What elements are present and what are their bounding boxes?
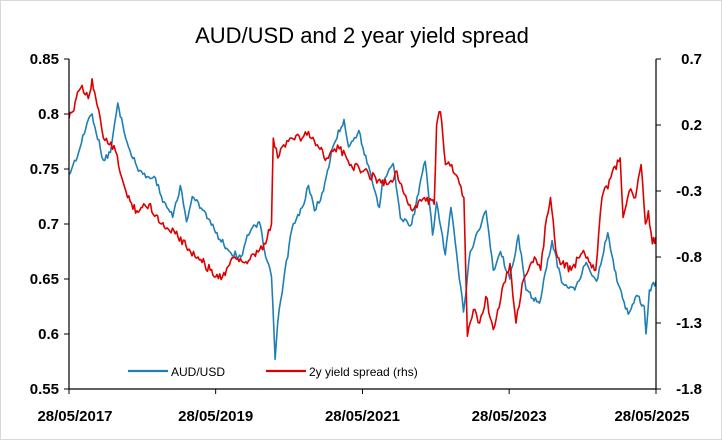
left-tick-label: 0.7 — [38, 216, 59, 233]
left-tick-label: 0.6 — [38, 326, 59, 343]
left-tick-label: 0.85 — [30, 51, 59, 68]
axes-layer: 0.85 0.8 0.75 0.7 0.65 0.6 0.55 0.7 0.2 -0.3 -0.8 -… — [30, 51, 702, 425]
legend: AUD/USD 2y yield spread (rhs) — [128, 365, 418, 379]
right-tick-label: -1.3 — [676, 315, 702, 332]
x-tick-label: 28/05/2021 — [325, 408, 400, 425]
left-tick-label: 0.65 — [30, 271, 59, 288]
x-tick-label: 28/05/2017 — [37, 408, 112, 425]
chart-title: AUD/USD and 2 year yield spread — [195, 23, 529, 48]
left-tick-label: 0.75 — [30, 161, 59, 178]
right-tick-label: -1.8 — [676, 381, 702, 398]
x-tick-label: 28/05/2025 — [614, 408, 689, 425]
legend-label: AUD/USD — [171, 365, 225, 379]
series-line-yield-spread — [68, 78, 657, 337]
legend-label: 2y yield spread (rhs) — [309, 365, 418, 379]
right-tick-label: -0.8 — [676, 249, 702, 266]
right-tick-label: 0.7 — [681, 51, 702, 68]
series-layer — [68, 78, 657, 361]
x-tick-label: 28/05/2023 — [472, 408, 547, 425]
right-tick-label: -0.3 — [676, 183, 702, 200]
x-tick-label: 28/05/2019 — [178, 408, 253, 425]
series-line-audusd — [68, 102, 657, 361]
right-tick-label: 0.2 — [681, 117, 702, 134]
legend-item-yield-spread: 2y yield spread (rhs) — [266, 365, 418, 379]
left-tick-label: 0.55 — [30, 381, 59, 398]
legend-item-audusd: AUD/USD — [128, 365, 225, 379]
left-tick-label: 0.8 — [38, 106, 59, 123]
